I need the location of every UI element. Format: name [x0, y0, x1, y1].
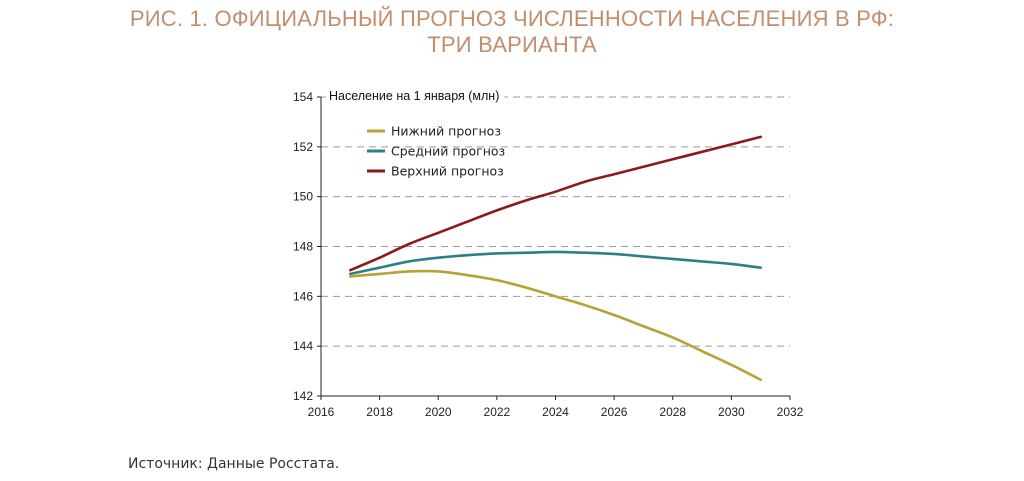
x-tick-label: 2026	[601, 405, 628, 419]
axis-ticks: 142 144 146 148 150 152 154 2016 2018 2020 2022 202…	[293, 90, 804, 419]
y-tick-label: 142	[293, 389, 313, 403]
x-tick-label: 2022	[484, 405, 511, 419]
legend-label: Верхний прогноз	[391, 164, 504, 179]
chart-title: РИС. 1. ОФИЦИАЛЬНЫЙ ПРОГНОЗ ЧИСЛЕННОСТИ …	[0, 6, 1024, 58]
series-line-2	[349, 250, 762, 276]
chart-title-line-2: ТРИ ВАРИАНТА	[427, 32, 597, 57]
x-tick-label: 2016	[308, 405, 335, 419]
y-axis-label: Население на 1 января (млн)	[329, 89, 499, 103]
series-line-1	[349, 269, 762, 382]
x-tick-label: 2030	[718, 405, 745, 419]
series-lines	[349, 135, 762, 382]
legend-label: Средний прогноз	[391, 144, 505, 159]
y-tick-label: 146	[293, 289, 313, 303]
source-note: Источник: Данные Росстата.	[128, 456, 340, 472]
y-tick-label: 148	[293, 240, 313, 254]
x-tick-label: 2028	[659, 405, 686, 419]
legend-label: Нижний прогноз	[391, 124, 501, 139]
legend: Нижний прогноз Средний прогноз Верхний про…	[367, 124, 505, 179]
x-tick-label: 2020	[425, 405, 452, 419]
y-tick-label: 150	[293, 190, 313, 204]
x-tick-label: 2018	[366, 405, 393, 419]
chart-title-line-1: РИС. 1. ОФИЦИАЛЬНЫЙ ПРОГНОЗ ЧИСЛЕННОСТИ …	[129, 6, 895, 31]
y-axis-label-background	[326, 88, 505, 104]
y-tick-label: 144	[293, 339, 313, 353]
series-line-3	[349, 135, 762, 272]
y-tick-label: 154	[293, 90, 313, 104]
y-tick-label: 152	[293, 140, 313, 154]
x-tick-label: 2024	[542, 405, 569, 419]
x-tick-label: 2032	[777, 405, 804, 419]
